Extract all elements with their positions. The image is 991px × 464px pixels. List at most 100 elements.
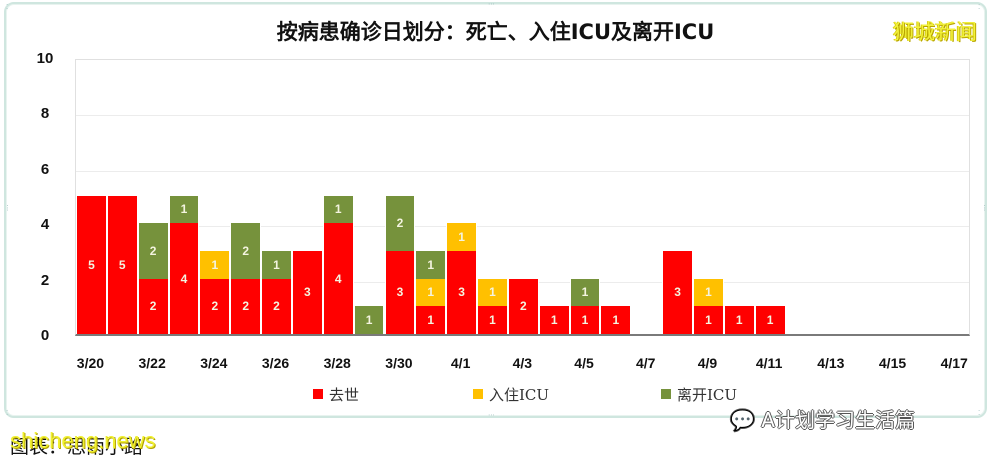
- bar-segment: 2: [507, 278, 539, 334]
- y-tick-label: 4: [40, 216, 50, 234]
- x-tick-label: 4/7: [635, 355, 656, 371]
- resize-handle-top[interactable]: ⋯: [488, 0, 495, 8]
- legend-item-icu-in: 入住ICU: [473, 384, 549, 404]
- x-tick-label: 4/3: [512, 355, 533, 371]
- y-tick-label: 10: [36, 50, 54, 67]
- bar-segment: 1: [569, 278, 601, 307]
- bar-3-21: 5: [106, 195, 138, 334]
- x-tick-label: 4/11: [755, 355, 783, 371]
- bar-3-20: 5: [76, 195, 107, 334]
- x-tick-label: 4/13: [817, 355, 845, 371]
- resize-handle-bottom-right[interactable]: ⁚: [978, 409, 981, 417]
- bar-segment: 1: [446, 223, 478, 251]
- x-tick-label: 4/5: [574, 355, 594, 371]
- bar-4-11: 1: [754, 306, 786, 334]
- legend-item-icu-out: 离开ICU: [661, 384, 737, 404]
- legend-swatch-icu-out: [661, 389, 671, 399]
- x-tick-label: 4/17: [940, 355, 968, 371]
- bar-segment: 1: [168, 195, 200, 224]
- x-tick-label: 3/30: [385, 355, 413, 371]
- x-tick-label: 4/1: [450, 355, 471, 371]
- gridline: [76, 170, 969, 172]
- bar-segment: 1: [415, 306, 447, 334]
- resize-handle-bottom-left[interactable]: ⁚: [6, 409, 9, 417]
- bar-segment: 1: [477, 306, 508, 334]
- legend-swatch-death: [313, 389, 323, 399]
- legend-label-icu-out: 离开ICU: [677, 385, 738, 404]
- bar-segment: 3: [384, 250, 416, 334]
- bar-segment: 2: [230, 278, 262, 334]
- bar-segment: 1: [415, 250, 447, 279]
- bar-3-29: 1: [353, 306, 385, 334]
- bar-segment: 1: [199, 250, 231, 279]
- bar-4-8: 3: [662, 250, 693, 334]
- bar-3-27: 3: [291, 250, 323, 334]
- resize-handle-top-right[interactable]: ⁚: [978, 3, 981, 11]
- x-tick-label: 3/28: [323, 355, 351, 371]
- y-tick-label: 8: [40, 105, 50, 123]
- x-tick-label: 3/20: [76, 355, 105, 371]
- bar-segment: 3: [291, 250, 323, 334]
- bar-4-10: 1: [723, 306, 755, 334]
- x-tick-label: 4/9: [697, 355, 718, 371]
- bar-segment: 1: [569, 306, 601, 334]
- bar-segment: 1: [693, 306, 724, 334]
- bar-segment: 1: [477, 278, 508, 307]
- chart-title: 按病患确诊日划分：死亡、入住ICU及离开ICU: [276, 20, 715, 44]
- wechat-source: A计划学习生活篇: [761, 408, 915, 432]
- bar-segment: 1: [723, 306, 755, 334]
- bar-segment: 2: [384, 195, 416, 251]
- resize-handle-bottom[interactable]: ⋯: [488, 411, 495, 419]
- wechat-watermark: 💬 A计划学习生活篇: [730, 404, 915, 433]
- chart-frame: [4, 2, 987, 418]
- resize-handle-left[interactable]: ⋮: [4, 204, 11, 212]
- legend-label-icu-in: 入住ICU: [489, 385, 550, 404]
- site-watermark: shicheng.news: [10, 428, 156, 453]
- watermark-logo: 狮城新闻: [893, 20, 977, 44]
- x-tick-label: 3/26: [261, 355, 290, 371]
- bar-segment: 2: [261, 278, 292, 334]
- x-tick-label: 3/22: [138, 355, 166, 371]
- bar-segment: 1: [754, 306, 786, 334]
- bar-segment: 1: [600, 306, 632, 334]
- bar-4-3: 2: [507, 278, 539, 334]
- bar-segment: 1: [322, 195, 354, 224]
- bar-segment: 4: [168, 223, 200, 334]
- resize-handle-right[interactable]: ⋮: [981, 204, 988, 212]
- bar-segment: 2: [230, 223, 262, 279]
- bar-segment: 1: [693, 278, 724, 307]
- gridline: [76, 115, 969, 117]
- bar-segment: 2: [199, 278, 231, 334]
- bar-segment: 2: [137, 223, 169, 279]
- wechat-icon: 💬: [730, 408, 755, 432]
- y-tick-label: 2: [40, 271, 50, 289]
- legend-swatch-icu-in: [473, 389, 483, 399]
- bar-segment: 1: [538, 306, 570, 334]
- legend-item-death: 去世: [313, 384, 359, 404]
- bar-4-6: 1: [600, 306, 632, 334]
- x-tick-label: 3/24: [200, 355, 228, 371]
- bar-segment: 3: [662, 250, 693, 334]
- bar-segment: 3: [446, 250, 478, 334]
- gridline: [76, 226, 969, 228]
- x-tick-label: 4/15: [878, 355, 907, 371]
- y-tick-label: 0: [40, 327, 50, 344]
- resize-handle-top-left[interactable]: ⁚: [6, 3, 9, 11]
- bar-segment: 5: [106, 195, 138, 334]
- y-tick-label: 6: [40, 160, 50, 178]
- figure-caption: 图表：思雨小路 shicheng.news: [10, 428, 156, 459]
- bar-segment: 1: [353, 306, 385, 334]
